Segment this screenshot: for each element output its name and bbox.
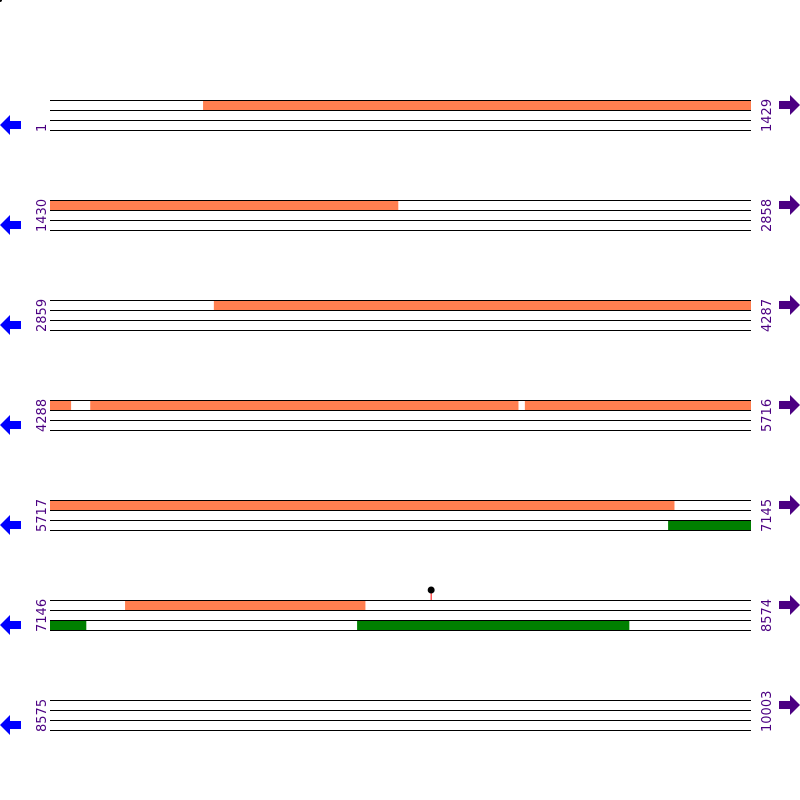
feature-top [213, 300, 751, 310]
row-start-label: 8575 [35, 699, 50, 732]
row-end-label: 1429 [760, 99, 775, 132]
arrow-right-icon[interactable] [779, 295, 800, 315]
feature-bottom [50, 620, 87, 630]
feature-top [90, 400, 519, 410]
pin-marker-icon [427, 586, 435, 594]
arrow-right-icon[interactable] [779, 695, 800, 715]
feature-top [524, 400, 751, 410]
row-start-label: 1 [35, 124, 50, 132]
row-start-label: 7146 [35, 599, 50, 632]
sequence-row: 1 1429 [0, 95, 800, 135]
row-end-label: 8574 [760, 599, 775, 632]
row-start-label: 2859 [35, 299, 50, 332]
feature-top [50, 200, 399, 210]
arrow-left-icon[interactable] [0, 515, 21, 535]
sequence-row: 5717 7145 [0, 495, 800, 535]
arrow-right-icon[interactable] [779, 95, 800, 115]
sequence-row: 4288 5716 [0, 395, 800, 435]
row-start-label: 4288 [35, 399, 50, 432]
sequence-row: 8575 10003 [0, 691, 800, 735]
arrow-left-icon[interactable] [0, 415, 21, 435]
arrow-left-icon[interactable] [0, 315, 21, 335]
arrow-right-icon[interactable] [779, 595, 800, 615]
sequence-row: 7146 8574 [0, 586, 800, 635]
corner-dot [0, 0, 2, 2]
arrow-left-icon[interactable] [0, 215, 21, 235]
feature-top [50, 500, 675, 510]
arrow-left-icon[interactable] [0, 715, 21, 735]
row-end-label: 7145 [760, 499, 775, 532]
row-end-label: 10003 [760, 691, 775, 732]
sequence-row: 1430 2858 [0, 195, 800, 235]
feature-top [203, 100, 751, 110]
row-end-label: 5716 [760, 399, 775, 432]
row-end-label: 4287 [760, 299, 775, 332]
sequence-row: 2859 4287 [0, 295, 800, 335]
row-end-label: 2858 [760, 199, 775, 232]
feature-top [50, 400, 72, 410]
arrow-left-icon[interactable] [0, 615, 21, 635]
arrow-right-icon[interactable] [779, 395, 800, 415]
arrow-left-icon[interactable] [0, 115, 21, 135]
feature-bottom [668, 520, 751, 530]
feature-top [125, 600, 366, 610]
row-start-label: 1430 [35, 199, 50, 232]
arrow-right-icon[interactable] [779, 195, 800, 215]
row-start-label: 5717 [35, 499, 50, 532]
feature-bottom [357, 620, 630, 630]
arrow-right-icon[interactable] [779, 495, 800, 515]
